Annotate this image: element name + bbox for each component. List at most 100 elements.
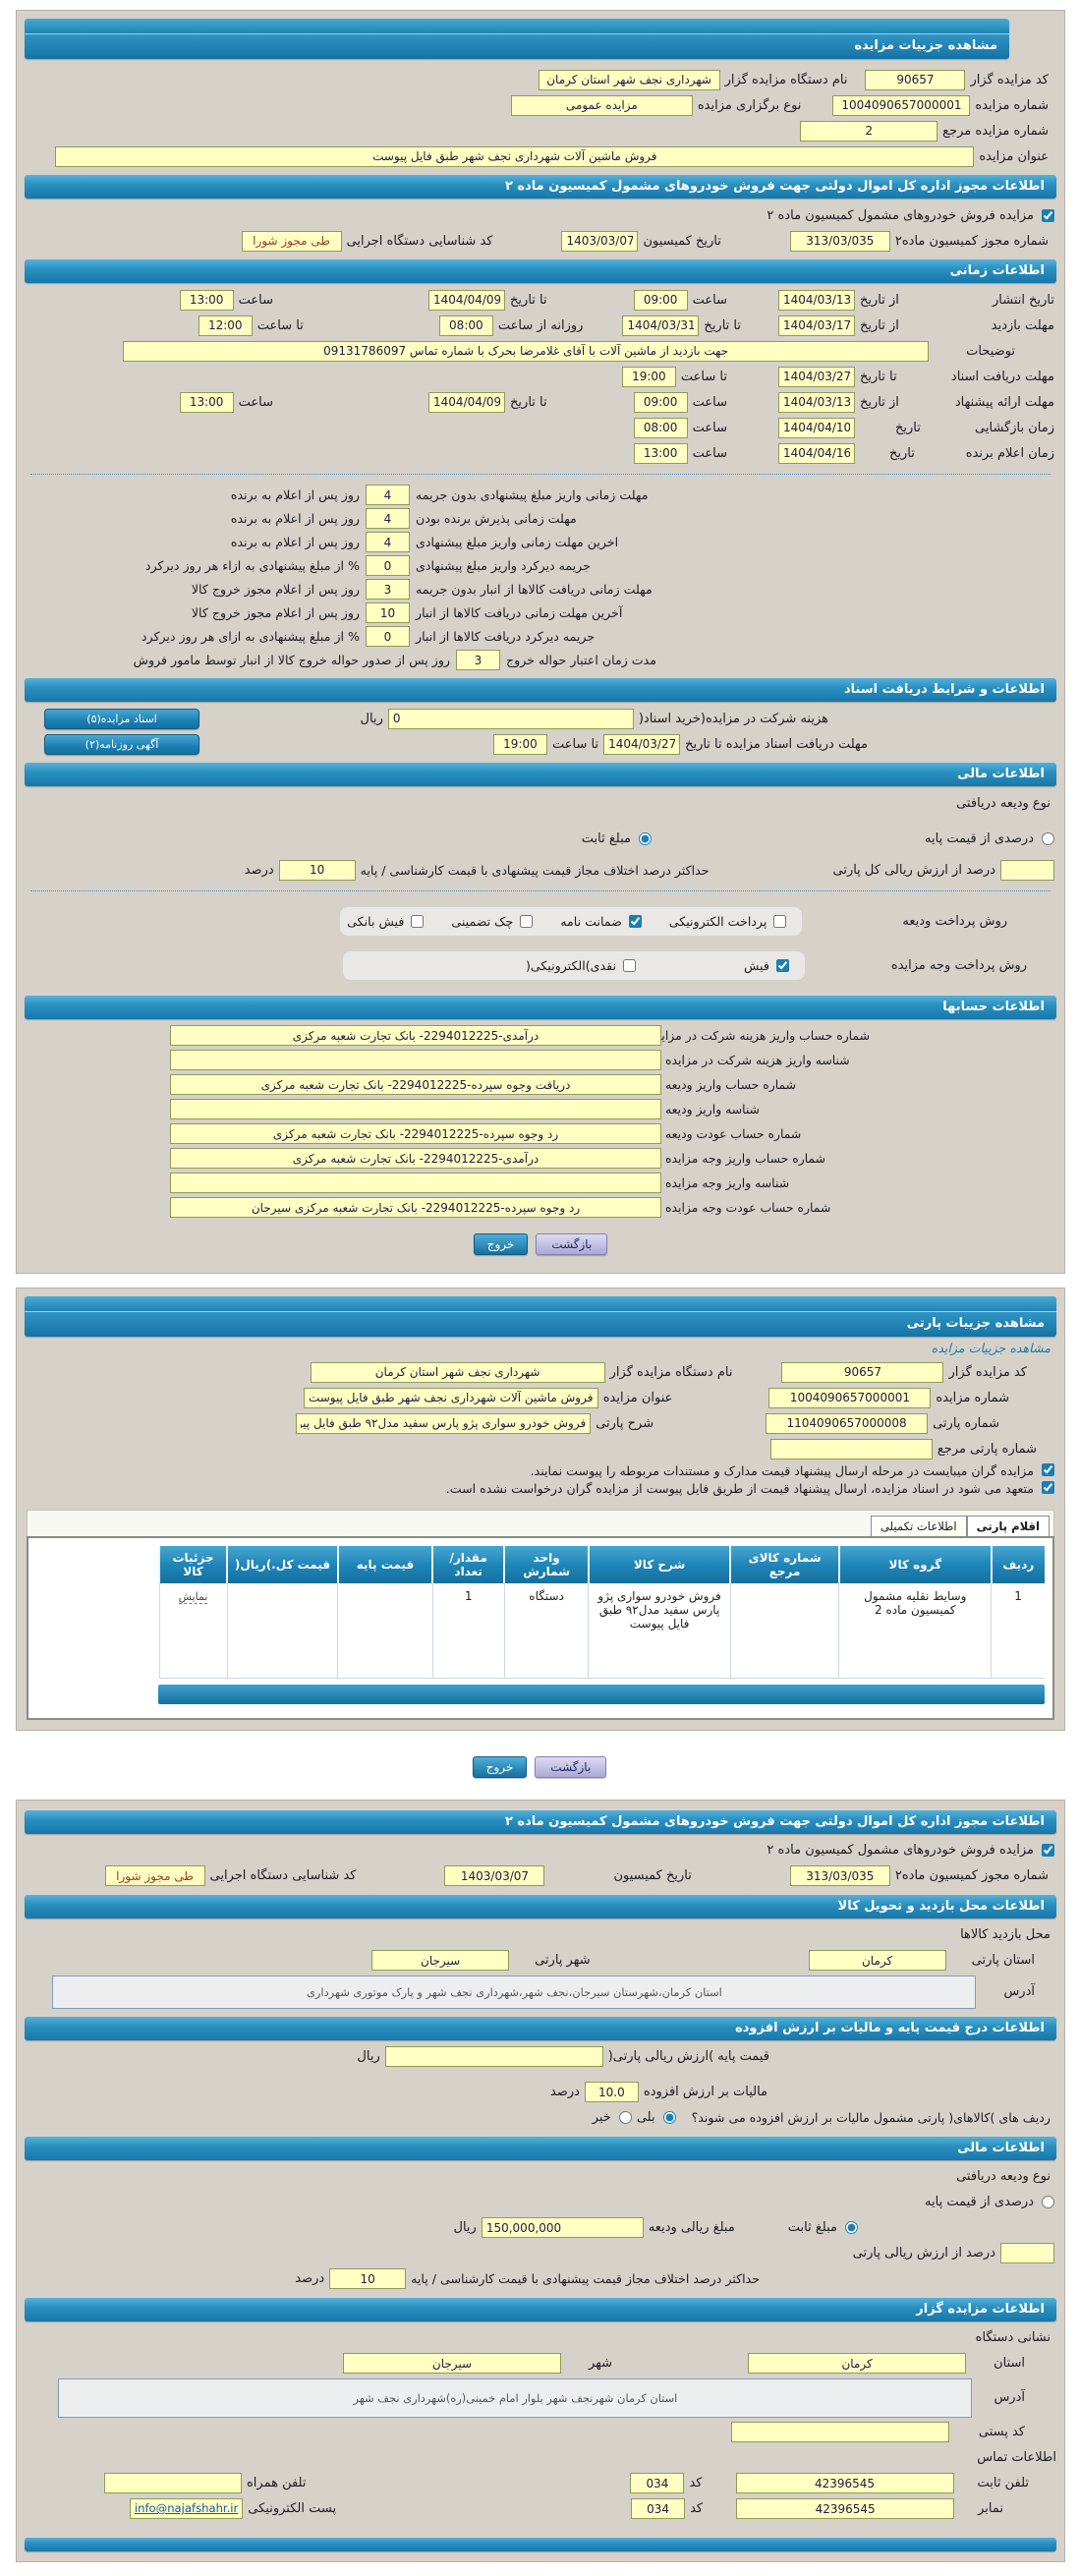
party-address-field[interactable] <box>52 1975 977 2009</box>
phone-code-field[interactable] <box>630 2473 685 2493</box>
exec-code-field[interactable] <box>104 1865 205 1886</box>
auction-type-field[interactable] <box>510 94 693 116</box>
offer-from-date-field[interactable] <box>778 391 855 413</box>
winner-time-field[interactable] <box>633 442 688 464</box>
phone-field[interactable] <box>735 2473 954 2493</box>
deposit-percent-radio[interactable] <box>1042 2196 1054 2208</box>
opening-time-field[interactable] <box>633 417 688 438</box>
fax-field[interactable] <box>736 2498 955 2519</box>
deadline-value-field[interactable] <box>366 532 410 552</box>
deadline-value-field[interactable] <box>366 626 410 647</box>
account-field[interactable] <box>170 1148 661 1169</box>
commission-date-field[interactable] <box>444 1865 545 1886</box>
back-button[interactable]: بازگشت <box>536 1233 608 1255</box>
deposit-method-guarantee-checkbox[interactable] <box>628 915 642 928</box>
deposit-percent-radio[interactable] <box>1042 831 1054 845</box>
opening-date-field[interactable] <box>778 417 855 438</box>
back-button[interactable]: بازگشت <box>535 1755 607 1778</box>
postal-code-field[interactable] <box>730 2422 949 2442</box>
deposit-amount-field[interactable] <box>481 2217 644 2238</box>
docs-receive-date-field[interactable] <box>603 733 681 755</box>
newspaper-ad-button[interactable]: آگهی روزنامه(۲) <box>44 733 199 755</box>
offer-to-date-field[interactable] <box>428 391 506 413</box>
visit-from-date-field[interactable] <box>778 315 855 336</box>
exec-code-field[interactable] <box>241 230 342 252</box>
account-field[interactable] <box>170 1173 661 1193</box>
docs-deadline-time-field[interactable] <box>621 366 676 387</box>
view-auction-details-link[interactable]: مشاهده جزییات مزایده <box>931 1341 1051 1355</box>
auctioneer-code-field[interactable] <box>865 69 966 90</box>
account-field[interactable] <box>170 1050 661 1070</box>
city-field[interactable] <box>343 2353 561 2374</box>
email-value-link[interactable]: info@najafshahr.ir <box>134 2501 239 2515</box>
account-field[interactable] <box>170 1197 661 1218</box>
percent-of-party-field[interactable] <box>1000 2243 1054 2263</box>
docs-fee-field[interactable] <box>387 708 634 729</box>
notes-field[interactable] <box>123 340 930 362</box>
auction-title-field[interactable] <box>303 1387 598 1408</box>
agency-name-field[interactable] <box>538 69 720 90</box>
account-field[interactable] <box>170 1025 661 1046</box>
deposit-fixed-radio[interactable] <box>845 2221 858 2234</box>
pay-method-cash-checkbox[interactable] <box>623 959 636 972</box>
publish-to-time-field[interactable] <box>179 289 234 311</box>
deadline-value-field[interactable] <box>456 650 500 670</box>
deadline-value-field[interactable] <box>366 602 410 623</box>
auction-number-field[interactable] <box>832 94 971 116</box>
deposit-fixed-radio[interactable] <box>639 831 653 845</box>
account-field[interactable] <box>170 1099 661 1119</box>
permit-number-field[interactable] <box>789 1865 890 1886</box>
docs-deadline-date-field[interactable] <box>778 366 855 387</box>
auction-ref-field[interactable] <box>800 120 938 142</box>
vat-no-radio[interactable] <box>618 2111 632 2124</box>
max-diff-field[interactable] <box>278 859 356 881</box>
docs-receive-time-field[interactable] <box>492 733 547 755</box>
party-province-field[interactable] <box>808 1950 946 1971</box>
deadline-value-field[interactable] <box>366 579 410 600</box>
party-city-field[interactable] <box>371 1950 510 1971</box>
permit-number-field[interactable] <box>789 230 890 252</box>
exit-button[interactable]: خروج <box>472 1755 528 1778</box>
percent-of-total-field[interactable] <box>1000 859 1054 881</box>
exit-button[interactable]: خروج <box>473 1233 529 1255</box>
tab-party-items[interactable]: اقلام پارتی <box>966 1516 1050 1536</box>
offer-from-time-field[interactable] <box>633 391 688 413</box>
publish-from-date-field[interactable] <box>778 289 855 311</box>
deadline-value-field[interactable] <box>366 555 410 576</box>
vat-field[interactable] <box>584 2082 639 2102</box>
auction-title-field[interactable] <box>55 145 975 167</box>
base-price-field[interactable] <box>384 2046 603 2067</box>
account-field[interactable] <box>170 1123 661 1144</box>
vat-yes-radio[interactable] <box>662 2111 676 2124</box>
item-details-link[interactable]: نمایش <box>178 1590 208 1604</box>
winner-date-field[interactable] <box>778 442 855 464</box>
deadline-value-field[interactable] <box>366 485 410 505</box>
visit-to-date-field[interactable] <box>622 315 700 336</box>
account-field[interactable] <box>170 1074 661 1095</box>
fax-code-field[interactable] <box>631 2498 686 2519</box>
commission-date-field[interactable] <box>561 230 639 252</box>
auction-docs-button[interactable]: اسناد مزایده(۵) <box>44 708 199 729</box>
deposit-method-check-checkbox[interactable] <box>520 915 534 928</box>
mobile-field[interactable] <box>103 2473 242 2493</box>
agency-address-field[interactable] <box>58 2377 973 2418</box>
permit-checkbox[interactable] <box>1042 1844 1054 1857</box>
party-ref-field[interactable] <box>769 1438 933 1460</box>
tab-additional-info[interactable]: اطلاعات تکمیلی <box>870 1516 967 1536</box>
party-desc-field[interactable] <box>296 1412 592 1434</box>
visit-from-time-field[interactable] <box>438 315 493 336</box>
publish-to-date-field[interactable] <box>428 289 506 311</box>
pay-method-slip-checkbox[interactable] <box>775 959 789 972</box>
permit-checkbox[interactable] <box>1042 208 1054 222</box>
party-number-field[interactable] <box>766 1412 929 1434</box>
auction-number-field[interactable] <box>768 1387 932 1408</box>
visit-to-time-field[interactable] <box>198 315 253 336</box>
statement2-checkbox[interactable] <box>1042 1481 1054 1494</box>
deadline-value-field[interactable] <box>366 508 410 529</box>
agency-name-field[interactable] <box>310 1361 605 1383</box>
province-field[interactable] <box>748 2353 967 2374</box>
deposit-method-electronic-checkbox[interactable] <box>773 915 787 928</box>
max-diff-field[interactable] <box>329 2268 407 2289</box>
statement1-checkbox[interactable] <box>1042 1463 1054 1476</box>
publish-from-time-field[interactable] <box>633 289 688 311</box>
